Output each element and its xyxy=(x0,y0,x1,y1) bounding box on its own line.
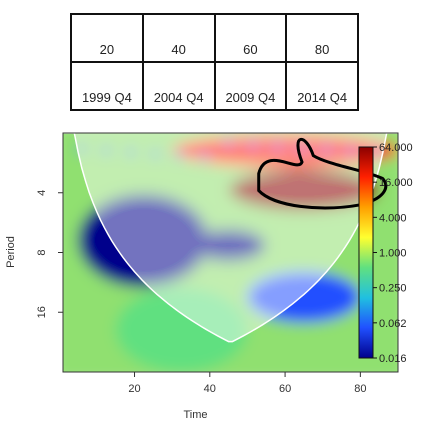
time-index-table: 20 40 60 80 1999 Q4 2004 Q4 2009 Q4 2014… xyxy=(70,13,359,111)
y-tick-label: 8 xyxy=(36,249,48,255)
significance-contour xyxy=(257,137,388,210)
colorbar-tick-label: 64.000 xyxy=(379,142,413,154)
x-axis: 20 40 60 80 xyxy=(128,372,366,395)
time-index-cell: 40 xyxy=(141,13,216,63)
power-speck xyxy=(175,151,184,160)
cone-of-influence-line xyxy=(63,133,398,343)
colorbar-labels: 64.000 16.000 4.000 1.000 0.250 0.062 0.016 xyxy=(373,142,413,365)
colorbar-tick-label: 1.000 xyxy=(379,248,407,260)
power-region xyxy=(228,167,380,212)
colorbar xyxy=(358,146,374,359)
power-speck xyxy=(224,137,233,146)
power-speck xyxy=(249,139,258,148)
y-tick-label: 16 xyxy=(36,306,48,318)
colorbar-tick-label: 0.250 xyxy=(379,283,407,295)
power-speck xyxy=(346,146,355,155)
colorbar-tick-label: 4.000 xyxy=(379,212,407,224)
quarter-cell: 2004 Q4 xyxy=(141,61,216,111)
power-speck xyxy=(298,142,307,151)
power-speck xyxy=(200,153,209,162)
power-region xyxy=(247,271,361,323)
y-axis: 4 8 16 xyxy=(36,190,63,318)
colorbar-tick-label: 0.016 xyxy=(379,353,407,365)
time-index-cell: 60 xyxy=(213,13,288,63)
power-region xyxy=(115,287,248,372)
power-speck xyxy=(273,141,282,150)
quarter-cell: 1999 Q4 xyxy=(70,61,144,111)
power-region xyxy=(78,192,210,288)
power-region xyxy=(190,227,267,263)
colorbar-tick-label: 16.000 xyxy=(379,177,413,189)
time-index-cell: 20 xyxy=(70,13,144,63)
colorbar-tick-label: 0.062 xyxy=(379,318,407,330)
x-tick-label: 40 xyxy=(204,383,216,395)
time-index-row: 20 40 60 80 xyxy=(70,13,359,63)
x-axis-title: Time xyxy=(183,409,207,421)
time-index-cell: 80 xyxy=(285,13,359,63)
quarter-row: 1999 Q4 2004 Q4 2009 Q4 2014 Q4 xyxy=(70,61,359,111)
quarter-cell: 2014 Q4 xyxy=(285,61,359,111)
cone-of-influence-shade xyxy=(63,133,398,372)
y-tick-label: 4 xyxy=(36,190,48,196)
y-axis-title: Period xyxy=(5,236,17,268)
x-tick-label: 20 xyxy=(128,383,140,395)
power-speck xyxy=(322,144,331,153)
quarter-cell: 2009 Q4 xyxy=(213,61,288,111)
power-speck xyxy=(77,144,86,153)
power-speck xyxy=(126,148,135,157)
power-speck xyxy=(151,149,160,158)
power-speck xyxy=(102,146,111,155)
x-tick-label: 60 xyxy=(279,383,291,395)
x-tick-label: 80 xyxy=(354,383,366,395)
